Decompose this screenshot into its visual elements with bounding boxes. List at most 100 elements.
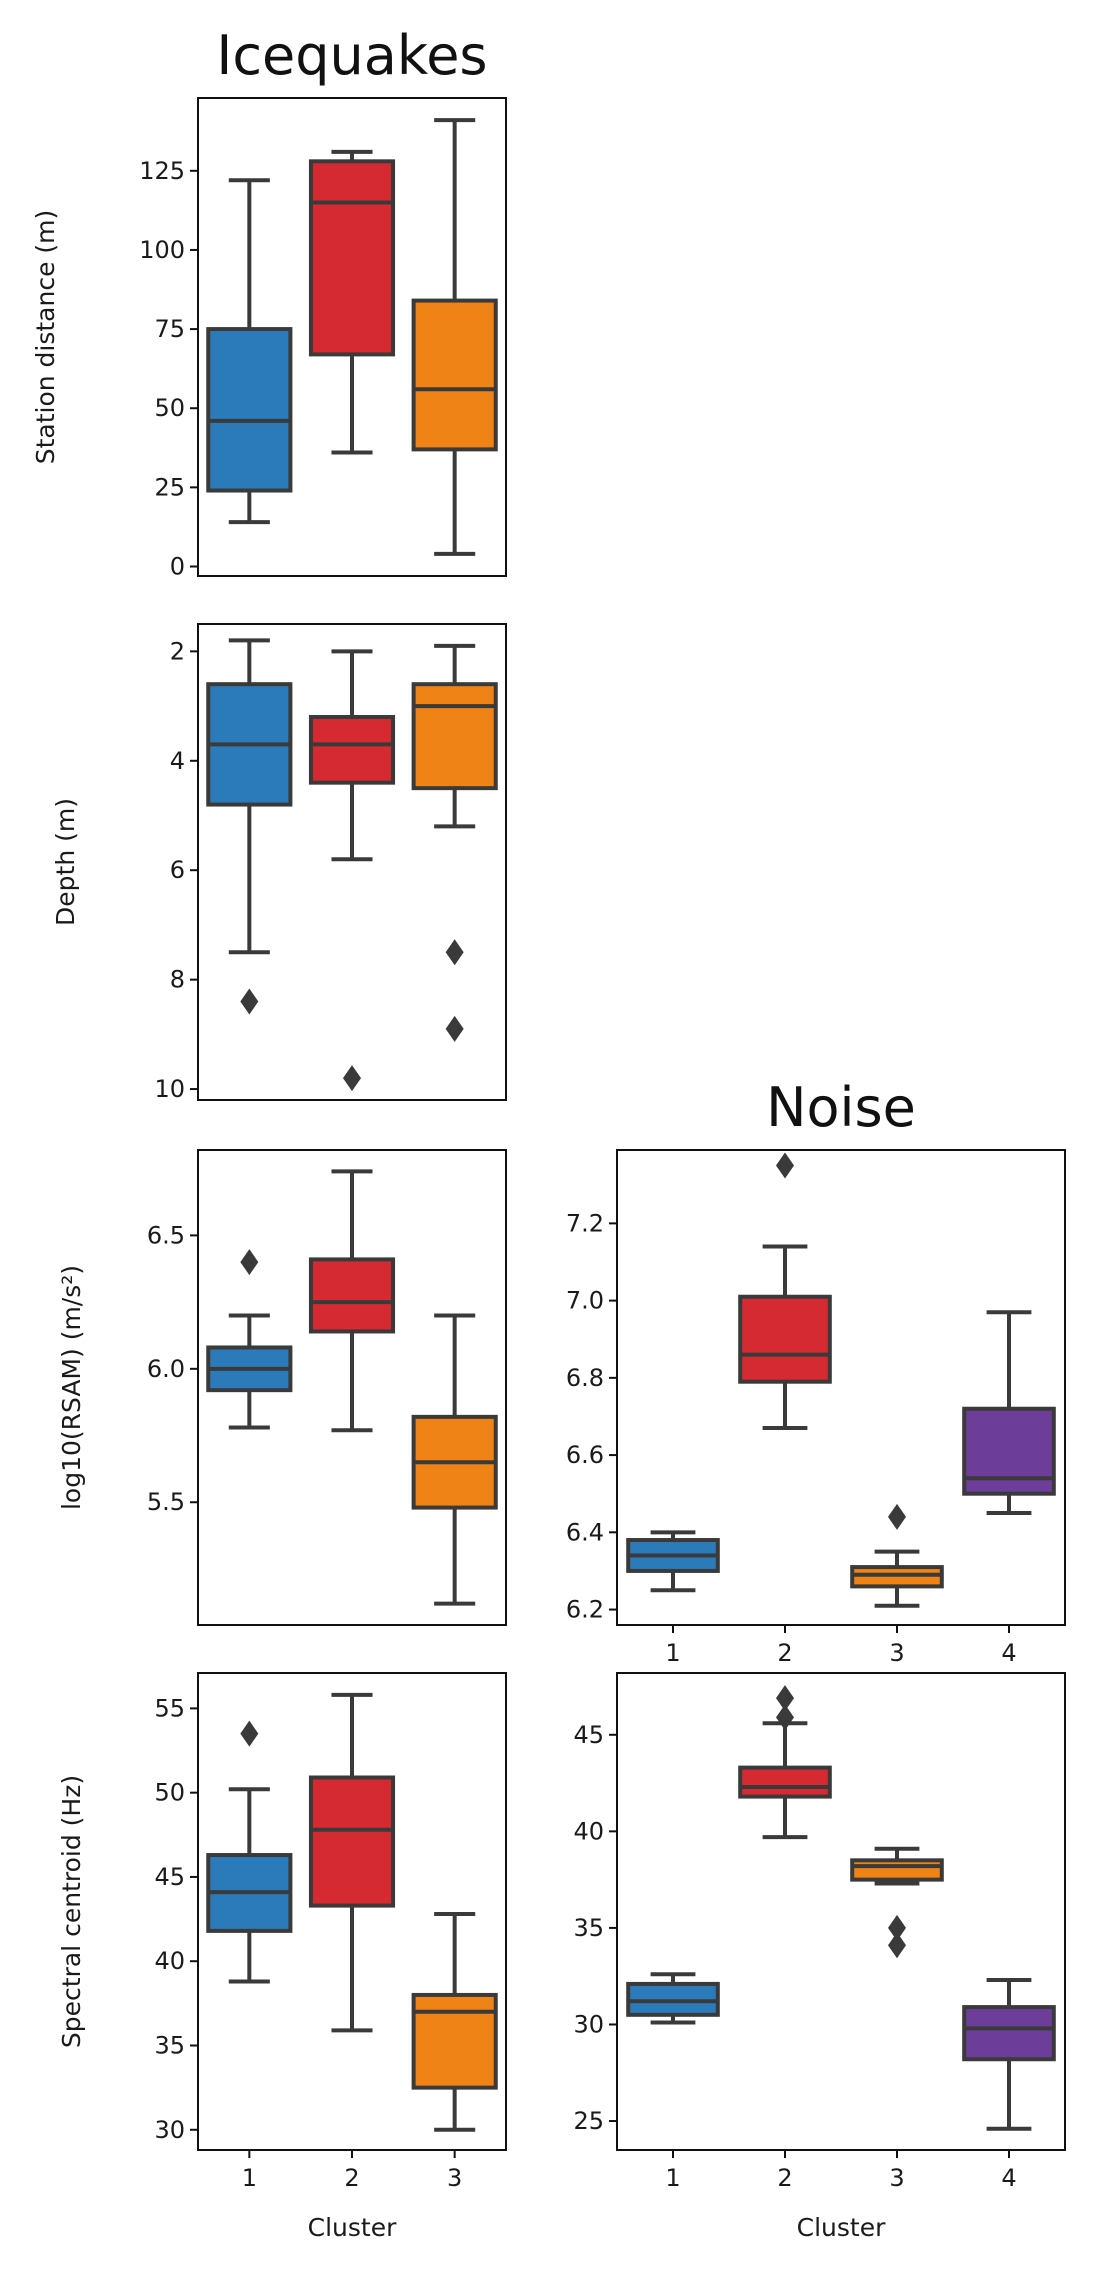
y-tick-label: 6: [170, 856, 185, 884]
x-axis-label: Cluster: [797, 2213, 886, 2242]
box-body: [308, 1257, 396, 1334]
outlier-point: [776, 1685, 794, 1712]
box-cluster-4: [962, 1310, 1056, 1516]
outlier-point: [776, 1152, 794, 1179]
box-cluster-1: [626, 1972, 720, 2025]
box-cluster-2: [738, 1152, 832, 1431]
y-tick-label: 35: [154, 2031, 185, 2059]
y-tick-label: 10: [154, 1075, 185, 1103]
box-body: [206, 327, 293, 493]
y-tick-label: 45: [154, 1863, 185, 1891]
box-body: [738, 1765, 832, 1799]
panel-6: 25 30 35 40 45 1 2 3 4 Cluster: [573, 1672, 1066, 2242]
outlier-point: [343, 1065, 361, 1092]
outlier-point: [445, 939, 464, 966]
box-cluster-3: [850, 1846, 944, 1959]
y-tick-label: 5.5: [147, 1488, 185, 1516]
y-tick-label: 6.6: [566, 1441, 604, 1469]
box-body: [411, 298, 498, 452]
x-tick-label: 1: [665, 1639, 680, 1667]
box-cluster-3: [411, 643, 498, 1042]
box-body: [850, 1858, 944, 1882]
x-tick-label: 2: [777, 2164, 792, 2192]
box-cluster-1: [206, 1720, 293, 1984]
x-tick-label: 4: [1001, 1639, 1016, 1667]
y-tick-label: 100: [139, 236, 185, 264]
y-tick-label: 50: [154, 394, 185, 422]
box-body: [962, 1406, 1056, 1496]
x-tick-label: 4: [1001, 2164, 1016, 2192]
panel-5: 30 35 40 45 50 55 1 2 3 Cluster Spectral centroid …: [57, 1672, 507, 2242]
outlier-point: [888, 1932, 906, 1959]
y-axis-label: Station distance (m): [31, 210, 60, 465]
chart-title: Noise: [766, 1076, 916, 1139]
y-tick-label: 125: [139, 157, 185, 185]
box-body: [962, 2005, 1056, 2062]
box-cluster-2: [308, 149, 396, 455]
axes-frame: [616, 1672, 1066, 2151]
box-cluster-1: [206, 1249, 293, 1430]
box-body: [308, 715, 396, 785]
panel-3: 5.5 6.0 6.5 log10(RSAM) (m/s²): [57, 1149, 507, 1626]
y-tick-label: 6.8: [566, 1364, 604, 1392]
outlier-point: [240, 988, 259, 1015]
box-cluster-2: [308, 649, 396, 1092]
y-tick-label: 6.2: [566, 1596, 604, 1624]
y-tick-label: 2: [170, 637, 185, 665]
y-tick-label: 30: [573, 2010, 604, 2038]
y-tick-label: 40: [154, 1947, 185, 1975]
y-tick-label: 7.0: [566, 1287, 604, 1315]
outlier-point: [240, 1249, 259, 1276]
y-tick-label: 8: [170, 966, 185, 994]
box-cluster-3: [411, 118, 498, 556]
y-tick-label: 30: [154, 2116, 185, 2144]
y-tick-label: 0: [170, 553, 185, 581]
x-tick-label: 2: [777, 1639, 792, 1667]
x-tick-label: 3: [889, 2164, 904, 2192]
y-tick-label: 6.0: [147, 1355, 185, 1383]
axes-frame: [197, 623, 507, 1101]
box-body: [308, 1775, 396, 1908]
x-tick-label: 1: [242, 2164, 257, 2192]
box-cluster-2: [308, 1692, 396, 2033]
y-tick-label: 35: [573, 1914, 604, 1942]
outlier-point: [888, 1914, 906, 1941]
box-cluster-4: [962, 1978, 1056, 2131]
y-tick-label: 25: [154, 473, 185, 501]
x-tick-label: 3: [889, 1639, 904, 1667]
box-cluster-2: [308, 1169, 396, 1433]
y-tick-label: 6.5: [147, 1221, 185, 1249]
panel-4: 6.2 6.4 6.6 6.8 7.0 7.2 1 2 3 4 Noise: [566, 1076, 1066, 1667]
y-tick-label: 7.2: [566, 1209, 604, 1237]
axes-frame: [197, 97, 507, 577]
y-axis-label: Spectral centroid (Hz): [57, 1775, 86, 2048]
y-axis-label: log10(RSAM) (m/s²): [57, 1265, 86, 1510]
box-body: [308, 159, 396, 357]
x-tick-label: 2: [344, 2164, 359, 2192]
outlier-point: [445, 1015, 464, 1042]
axes-frame: [197, 1149, 507, 1626]
x-tick-label: 3: [447, 2164, 462, 2192]
outlier-point: [240, 1720, 259, 1747]
outlier-point: [888, 1503, 906, 1530]
axes-frame: [616, 1149, 1066, 1626]
x-tick-label: 1: [665, 2164, 680, 2192]
y-tick-label: 45: [573, 1721, 604, 1749]
y-tick-label: 75: [154, 315, 185, 343]
box-cluster-1: [206, 638, 293, 1015]
box-cluster-1: [626, 1530, 720, 1593]
y-tick-label: 55: [154, 1694, 185, 1722]
box-body: [411, 1992, 498, 2090]
x-axis-label: Cluster: [308, 2213, 397, 2242]
box-cluster-3: [411, 1912, 498, 2132]
y-axis-label: Depth (m): [51, 798, 80, 926]
box-cluster-2: [738, 1685, 832, 1840]
y-tick-label: 50: [154, 1779, 185, 1807]
panel-1: 0 25 50 75 100 125 Icequakes Station distance (…: [31, 24, 507, 581]
box-body: [738, 1294, 832, 1384]
y-tick-label: 4: [170, 747, 185, 775]
chart-title: Icequakes: [216, 24, 487, 87]
box-cluster-3: [411, 1313, 498, 1606]
y-tick-label: 40: [573, 1817, 604, 1845]
